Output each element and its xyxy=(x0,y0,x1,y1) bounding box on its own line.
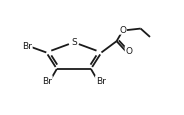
Text: Br: Br xyxy=(22,42,32,51)
Text: O: O xyxy=(119,26,126,35)
Text: S: S xyxy=(71,37,77,46)
Text: Br: Br xyxy=(96,76,106,85)
Text: O: O xyxy=(125,47,132,56)
Text: Br: Br xyxy=(42,76,52,85)
